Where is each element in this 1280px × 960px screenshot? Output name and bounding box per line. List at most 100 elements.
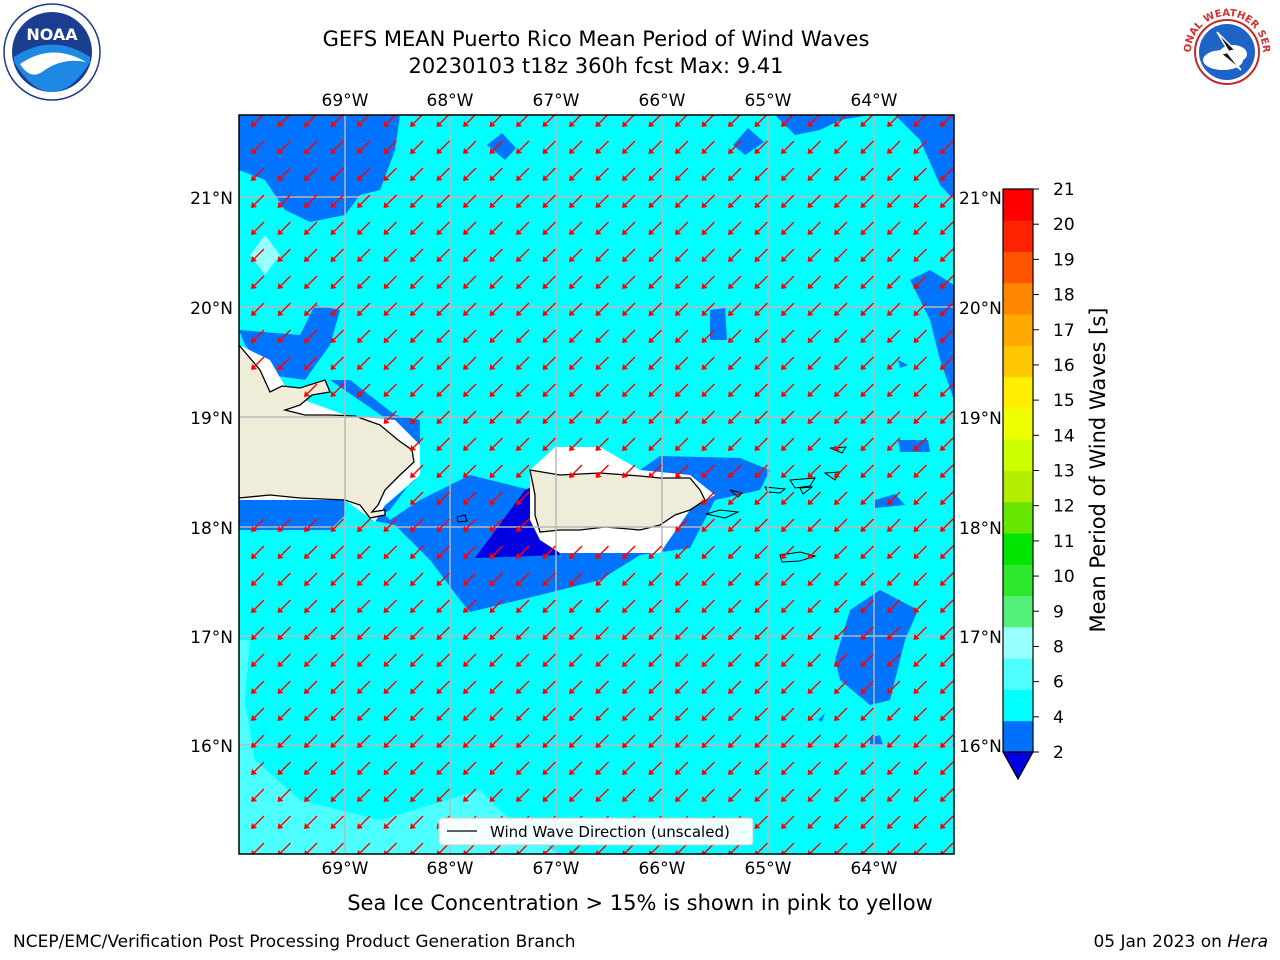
wave-direction-arrow	[542, 329, 556, 343]
wave-direction-arrow	[436, 329, 450, 343]
wave-direction-arrow	[728, 275, 742, 289]
wave-direction-arrow	[675, 167, 689, 181]
wave-direction-arrow	[622, 383, 636, 397]
wave-direction-arrow	[277, 626, 291, 640]
wave-direction-arrow	[542, 680, 556, 694]
wave-direction-arrow	[701, 383, 715, 397]
lon-labels-top: 69°W 68°W 67°W 66°W 65°W 64°W	[322, 91, 898, 111]
wave-direction-arrow	[781, 167, 795, 181]
wave-direction-arrow	[701, 626, 715, 640]
colorbar-segment	[1003, 595, 1033, 628]
wave-direction-arrow	[436, 194, 450, 208]
wave-direction-arrow	[410, 788, 424, 802]
wave-direction-arrow	[887, 707, 901, 721]
wave-direction-arrow	[728, 167, 742, 181]
wave-direction-arrow	[860, 167, 874, 181]
wave-direction-arrow	[516, 140, 530, 154]
wave-direction-arrow	[807, 410, 821, 424]
colorbar-tick-label: 9	[1053, 602, 1064, 622]
wave-direction-arrow	[277, 842, 291, 854]
wave-direction-arrow	[542, 437, 556, 451]
wave-direction-arrow	[940, 167, 954, 181]
wave-direction-arrow	[436, 653, 450, 667]
wave-direction-arrow	[542, 167, 556, 181]
wave-direction-arrow	[330, 167, 344, 181]
colorbar-segment	[1003, 720, 1033, 753]
wave-direction-arrow	[569, 545, 583, 559]
wave-direction-arrow	[701, 221, 715, 235]
wave-direction-arrow	[887, 167, 901, 181]
wave-direction-arrow	[887, 248, 901, 262]
wave-direction-arrow	[860, 329, 874, 343]
wave-direction-arrow	[701, 788, 715, 802]
nws-logo: NATIONAL WEATHER SERVICE	[1177, 2, 1275, 100]
wave-direction-arrow	[251, 221, 265, 235]
wave-direction-arrow	[569, 707, 583, 721]
wave-direction-arrow	[357, 680, 371, 694]
wave-direction-arrow	[940, 356, 954, 370]
wave-direction-arrow	[807, 115, 821, 127]
wave-direction-arrow	[754, 383, 768, 397]
wave-direction-arrow	[569, 464, 583, 478]
wave-direction-arrow	[754, 680, 768, 694]
wave-direction-arrow	[542, 707, 556, 721]
colorbar-segment	[1003, 689, 1033, 722]
wave-direction-arrow	[754, 518, 768, 532]
wave-direction-arrow	[410, 167, 424, 181]
lat-tick-label: 20°N	[959, 299, 1002, 319]
wave-direction-arrow	[648, 248, 662, 262]
wave-direction-arrow	[436, 167, 450, 181]
colorbar-segment	[1003, 345, 1033, 378]
wave-direction-arrow	[940, 115, 953, 127]
wave-direction-arrow	[330, 115, 344, 127]
wave-direction-arrow	[595, 221, 609, 235]
wave-direction-arrow	[436, 410, 450, 424]
wave-direction-arrow	[701, 302, 715, 316]
wave-direction-arrow	[304, 707, 318, 721]
wave-direction-arrow	[913, 653, 927, 667]
wave-direction-arrow	[781, 680, 795, 694]
wave-direction-arrow	[781, 383, 795, 397]
wave-direction-arrow	[648, 140, 662, 154]
wave-direction-arrow	[940, 302, 954, 316]
wave-direction-arrow	[304, 761, 318, 775]
wave-direction-arrow	[807, 302, 821, 316]
wave-direction-arrow	[410, 410, 424, 424]
wave-direction-arrow	[728, 761, 742, 775]
wave-direction-arrow	[807, 761, 821, 775]
wave-direction-arrow	[330, 302, 344, 316]
wave-direction-arrow	[940, 680, 954, 694]
wave-direction-arrow	[701, 194, 715, 208]
wave-direction-arrow	[860, 707, 874, 721]
wave-direction-arrow	[781, 410, 795, 424]
wave-direction-arrow	[251, 518, 265, 532]
wave-direction-arrow	[330, 842, 344, 854]
wave-direction-arrow	[754, 275, 768, 289]
wave-direction-arrow	[436, 383, 450, 397]
wave-direction-arrow	[569, 680, 583, 694]
colorbar-tick-label: 15	[1053, 391, 1075, 411]
wave-direction-arrow	[781, 545, 795, 559]
wave-direction-arrow	[913, 815, 927, 829]
wave-direction-arrow	[781, 572, 795, 586]
wave-direction-arrow	[277, 194, 291, 208]
wave-direction-arrow	[516, 437, 530, 451]
wave-direction-arrow	[304, 518, 318, 532]
wave-direction-arrow	[436, 626, 450, 640]
wave-direction-arrow	[622, 707, 636, 721]
wave-direction-arrow	[622, 437, 636, 451]
footer-date: 05 Jan 2023 on Hera	[1093, 932, 1268, 952]
wave-direction-arrow	[887, 734, 901, 748]
wave-direction-arrow	[516, 653, 530, 667]
wind-wave-direction-arrows	[251, 115, 954, 854]
wave-direction-arrow	[675, 518, 689, 532]
wave-direction-arrow	[516, 491, 530, 505]
wave-direction-arrow	[489, 383, 503, 397]
wave-direction-arrow	[648, 356, 662, 370]
wave-direction-arrow	[913, 572, 927, 586]
wave-direction-arrow	[436, 491, 450, 505]
wave-direction-arrow	[940, 761, 954, 775]
wave-direction-arrow	[489, 140, 503, 154]
wave-direction-arrow	[410, 815, 424, 829]
wave-direction-arrow	[330, 329, 344, 343]
